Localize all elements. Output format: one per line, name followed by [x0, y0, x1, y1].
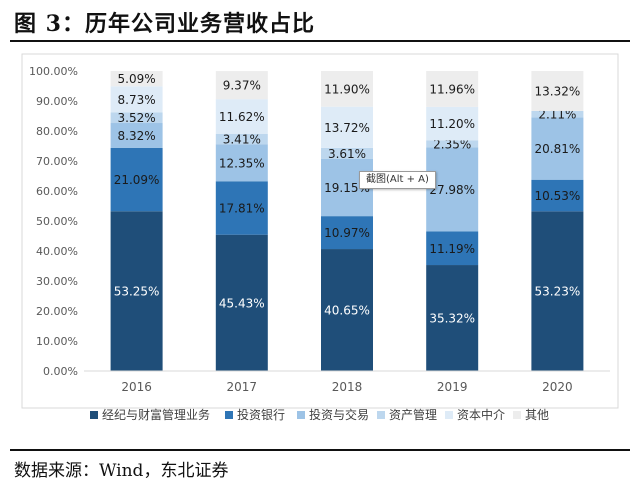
- bar-segment: [215, 181, 268, 235]
- bar-segment: [110, 123, 163, 148]
- bar-segment: [215, 99, 268, 134]
- data-label: 19.15%: [324, 181, 370, 195]
- legend-swatch: [445, 411, 453, 419]
- data-source-note: 数据来源：Wind，东北证券: [14, 461, 229, 481]
- data-label: 3.52%: [118, 111, 156, 125]
- bar-segment: [215, 71, 268, 100]
- bar-segment: [215, 144, 268, 182]
- data-label: 11.62%: [219, 110, 265, 124]
- bar-segment: [321, 216, 373, 250]
- bar-segment: [110, 112, 163, 124]
- data-label: 13.32%: [535, 84, 581, 98]
- figure-title: 图 3：历年公司业务营收占比: [14, 11, 315, 37]
- x-tick-label: 2016: [121, 380, 152, 394]
- data-label: 10.97%: [324, 226, 370, 240]
- y-tick-label: 90.00%: [36, 95, 78, 108]
- bar-segment: [110, 71, 163, 87]
- bar-segment: [531, 117, 584, 180]
- bar-segment: [215, 234, 268, 371]
- data-label: 53.23%: [535, 285, 581, 299]
- data-label: 12.35%: [219, 156, 265, 170]
- data-label: 35.32%: [429, 312, 475, 326]
- x-tick-label: 2017: [227, 380, 258, 394]
- data-label: 45.43%: [219, 296, 265, 310]
- y-tick-label: 40.00%: [36, 245, 78, 258]
- y-tick-label: 100.00%: [29, 65, 78, 78]
- data-label: 11.90%: [324, 82, 370, 96]
- bar-segment: [321, 249, 373, 371]
- screenshot-tooltip: 截图(Alt + A): [359, 171, 436, 189]
- x-tick-label: 2019: [437, 380, 468, 394]
- x-tick-label: 2018: [332, 380, 363, 394]
- source-rule: [10, 449, 630, 451]
- data-label: 20.81%: [535, 142, 581, 156]
- bar-segment: [531, 211, 584, 371]
- data-label: 2.11%: [538, 108, 576, 122]
- bar-segment: [321, 106, 373, 148]
- y-tick-label: 60.00%: [36, 185, 78, 198]
- legend-label: 资本中介: [457, 407, 505, 422]
- legend-label: 经纪与财富管理业务: [102, 407, 210, 422]
- legend-label: 投资银行: [237, 407, 285, 422]
- x-tick-label: 2020: [542, 380, 573, 394]
- bar-segment: [215, 134, 268, 145]
- legend-swatch: [377, 411, 385, 419]
- bar-segment: [426, 265, 479, 371]
- bar-segment: [531, 110, 584, 118]
- bar-segment: [321, 71, 373, 107]
- bar-segment: [110, 86, 163, 113]
- stacked-bar-chart: 0.00% 10.00% 20.00% 30.00% 40.00% 50.00% 60.00…: [21, 53, 619, 422]
- bar-segment: [426, 71, 479, 107]
- data-label: 2.35%: [433, 138, 471, 152]
- data-label: 11.19%: [429, 242, 475, 256]
- bar-segment: [426, 140, 479, 148]
- y-tick-label: 10.00%: [36, 335, 78, 348]
- chart-border: [21, 53, 619, 409]
- bar-segment: [321, 147, 373, 159]
- bar-segment: [110, 211, 163, 371]
- data-label: 3.61%: [328, 147, 366, 161]
- data-label: 13.72%: [324, 121, 370, 135]
- bar-segment: [531, 179, 584, 212]
- data-label: 11.20%: [429, 117, 475, 131]
- y-tick-label: 50.00%: [36, 215, 78, 228]
- title-rule: [10, 40, 630, 42]
- data-label: 21.09%: [114, 173, 160, 187]
- data-label: 53.25%: [114, 285, 160, 299]
- bar-segment: [426, 231, 479, 266]
- bar-segment: [426, 106, 479, 141]
- legend-label: 投资与交易: [309, 407, 369, 422]
- y-tick-label: 70.00%: [36, 155, 78, 168]
- legend-swatch: [513, 411, 521, 419]
- legend-label: 其他: [525, 408, 549, 422]
- data-label: 27.98%: [429, 183, 475, 197]
- data-label: 3.41%: [223, 133, 261, 147]
- bar-segment: [531, 71, 584, 111]
- data-label: 40.65%: [324, 304, 370, 318]
- y-tick-label: 20.00%: [36, 305, 78, 318]
- legend-swatch: [225, 411, 233, 419]
- y-tick-label: 0.00%: [43, 365, 78, 378]
- bar-segment: [426, 147, 479, 232]
- y-tick-label: 30.00%: [36, 275, 78, 288]
- data-label: 11.96%: [429, 82, 475, 96]
- data-label: 8.32%: [118, 129, 156, 143]
- legend-label: 资产管理: [389, 407, 437, 422]
- data-label: 9.37%: [223, 79, 261, 93]
- legend-swatch: [90, 411, 98, 419]
- legend-swatch: [297, 411, 305, 419]
- data-label: 5.09%: [118, 72, 156, 86]
- data-label: 17.81%: [219, 201, 265, 215]
- bar-segment: [110, 147, 163, 212]
- data-label: 8.73%: [118, 93, 156, 107]
- data-label: 10.53%: [535, 189, 581, 203]
- y-tick-label: 80.00%: [36, 125, 78, 138]
